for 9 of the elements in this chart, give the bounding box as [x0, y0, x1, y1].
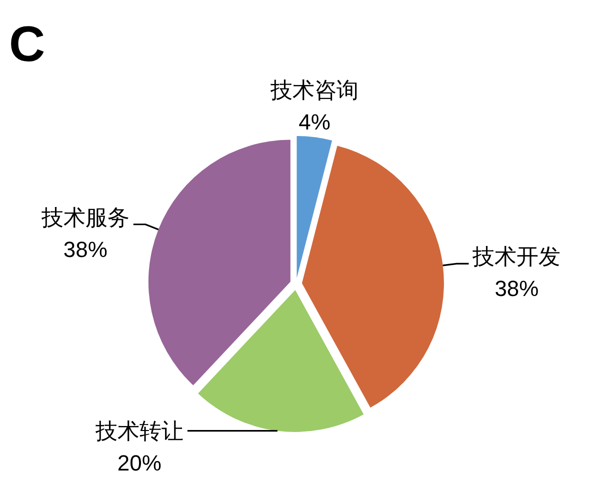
slice-label: 技术服务 — [40, 204, 130, 230]
slice-label: 技术咨询 — [270, 78, 359, 103]
data-label: 38% — [494, 276, 539, 302]
chart-title: C — [9, 16, 46, 72]
data-label: 4% — [298, 110, 330, 135]
data-label: 38% — [63, 236, 108, 262]
slice-label: 技术转让 — [94, 418, 184, 444]
data-label: 20% — [117, 450, 162, 476]
slice-label: 技术开发 — [472, 244, 561, 270]
